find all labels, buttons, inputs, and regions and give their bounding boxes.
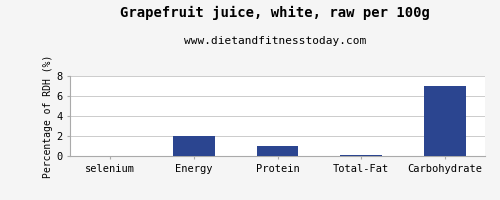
- Bar: [424, 86, 466, 156]
- Bar: [256, 146, 298, 156]
- Bar: [172, 136, 214, 156]
- Y-axis label: Percentage of RDH (%): Percentage of RDH (%): [44, 54, 54, 178]
- Text: Grapefruit juice, white, raw per 100g: Grapefruit juice, white, raw per 100g: [120, 6, 430, 20]
- Text: www.dietandfitnesstoday.com: www.dietandfitnesstoday.com: [184, 36, 366, 46]
- Bar: [340, 155, 382, 156]
